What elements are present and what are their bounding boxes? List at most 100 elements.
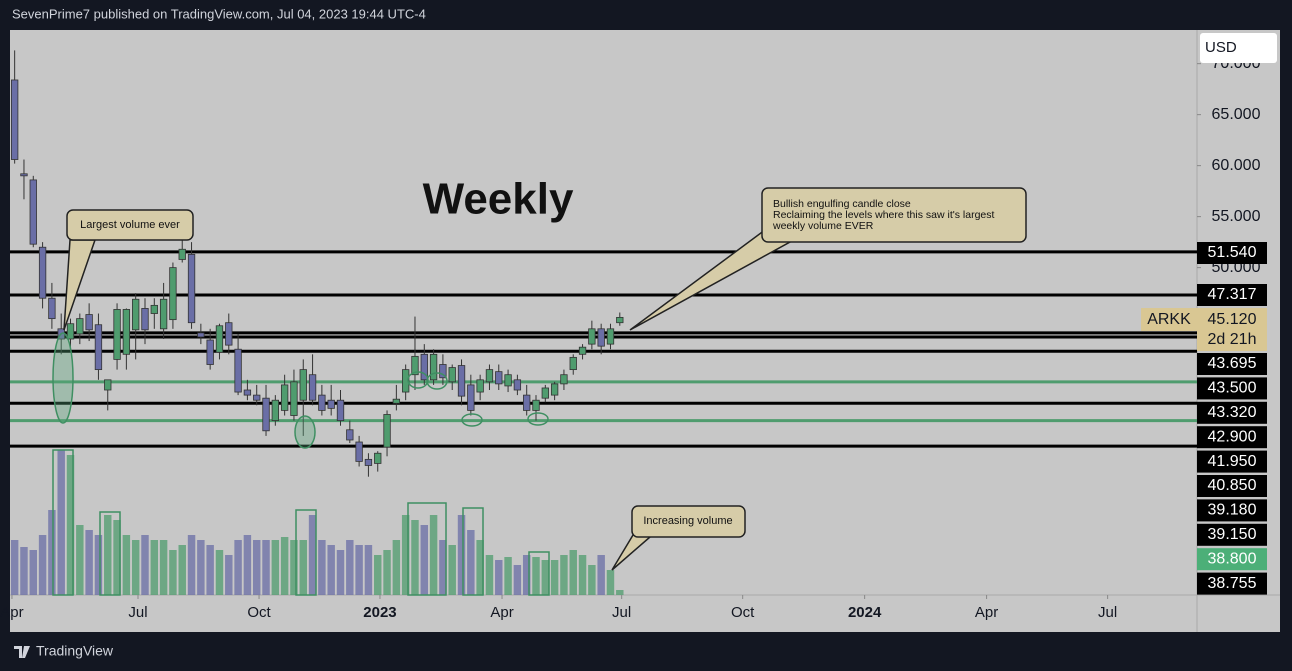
candle-body bbox=[402, 369, 410, 393]
volume-bar bbox=[597, 555, 605, 595]
price-label: 43.500 bbox=[1208, 380, 1257, 397]
candle-body bbox=[132, 298, 140, 331]
candle-body bbox=[485, 369, 494, 383]
highlight-ellipse bbox=[294, 415, 316, 449]
y-tick-label: 55.000 bbox=[1212, 208, 1261, 225]
candle-body bbox=[523, 394, 531, 411]
volume-bar bbox=[346, 540, 354, 595]
candle-body bbox=[290, 381, 298, 416]
price-label: 40.850 bbox=[1208, 477, 1257, 494]
candle-body bbox=[513, 379, 522, 391]
highlight-box bbox=[528, 551, 550, 596]
volume-bar bbox=[10, 540, 19, 595]
volume-bar bbox=[252, 540, 261, 595]
candle-body bbox=[150, 304, 158, 314]
last-price: 45.120 bbox=[1208, 311, 1257, 328]
price-label-bg bbox=[1197, 499, 1267, 522]
candle-body bbox=[159, 298, 168, 330]
symbol-tag: ARKK bbox=[1147, 311, 1191, 328]
x-tick-label: Apr bbox=[490, 604, 513, 621]
highlight-ellipse bbox=[426, 372, 448, 390]
candle-body bbox=[206, 339, 214, 365]
candle-body bbox=[597, 328, 605, 347]
candle-body bbox=[178, 248, 186, 260]
volume-bar bbox=[280, 537, 289, 595]
annotation: Bullish engulfing candle close bbox=[773, 198, 911, 210]
candle-body bbox=[578, 346, 587, 355]
volume-bar bbox=[159, 540, 168, 595]
candle-body bbox=[280, 384, 289, 411]
x-tick-label: Oct bbox=[247, 604, 271, 621]
volume-bar bbox=[327, 545, 335, 595]
candle-body bbox=[532, 399, 540, 411]
volume-bar bbox=[150, 540, 159, 595]
candle-body bbox=[588, 328, 596, 345]
price-label-bg bbox=[1197, 353, 1267, 375]
price-label-bg bbox=[1197, 426, 1267, 449]
volume-bar bbox=[318, 540, 326, 595]
volume-bar bbox=[495, 560, 503, 595]
candle-body bbox=[550, 383, 559, 396]
candle-body bbox=[48, 297, 56, 320]
price-label: 38.755 bbox=[1208, 575, 1257, 592]
highlight-ellipse bbox=[527, 412, 549, 426]
candle-body bbox=[122, 309, 131, 355]
currency-button[interactable] bbox=[1200, 33, 1277, 63]
candle-body bbox=[467, 384, 475, 411]
candle-body bbox=[346, 429, 354, 441]
price-label-bg bbox=[1197, 377, 1267, 400]
volume-bar bbox=[355, 545, 363, 595]
volume-bar bbox=[113, 520, 121, 595]
volume-bar bbox=[299, 540, 307, 595]
volume-bar bbox=[141, 535, 149, 595]
candle-body bbox=[234, 348, 242, 393]
volume-bar bbox=[606, 570, 615, 595]
volume-bar bbox=[206, 545, 214, 595]
price-label-bg bbox=[1197, 242, 1267, 264]
volume-bar bbox=[308, 515, 317, 595]
candle-body bbox=[336, 399, 345, 422]
candle-body bbox=[504, 374, 512, 387]
candle-body bbox=[327, 399, 335, 409]
header: SevenPrime7 published on TradingView.com… bbox=[12, 6, 426, 21]
candle-body bbox=[383, 414, 391, 448]
volume-bar bbox=[169, 550, 177, 595]
volume-bar bbox=[178, 545, 186, 595]
highlight-box bbox=[462, 507, 484, 596]
candle-body bbox=[541, 387, 549, 399]
logo bbox=[14, 646, 30, 658]
price-label: 39.180 bbox=[1208, 502, 1257, 519]
volume-bar bbox=[411, 520, 419, 595]
chart-title: Weekly bbox=[423, 175, 574, 224]
volume-bar bbox=[29, 550, 37, 595]
x-tick-label: Jul bbox=[1098, 604, 1117, 621]
volume-bar bbox=[234, 540, 242, 595]
price-label: 43.695 bbox=[1208, 355, 1257, 372]
price-label-bg bbox=[1197, 450, 1267, 473]
volume-bar bbox=[76, 525, 84, 595]
x-tick-label: 2023 bbox=[363, 604, 396, 621]
volume-bar bbox=[616, 590, 624, 595]
price-label-bg bbox=[1197, 284, 1267, 306]
candle-body bbox=[392, 398, 401, 404]
volume-bar bbox=[578, 555, 587, 595]
x-tick-label: Jul bbox=[612, 604, 631, 621]
volume-bar bbox=[550, 560, 559, 595]
highlight-ellipse bbox=[461, 413, 483, 427]
candle-body bbox=[262, 397, 270, 432]
volume-bar bbox=[131, 540, 140, 595]
candle-body bbox=[38, 246, 47, 299]
volume-bar bbox=[66, 455, 75, 595]
volume-bar bbox=[532, 557, 540, 595]
volume-bar bbox=[243, 535, 252, 595]
candle-body bbox=[271, 399, 279, 422]
candle-body bbox=[85, 314, 93, 331]
currency[interactable]: USD bbox=[1205, 39, 1237, 56]
volume-bar bbox=[94, 535, 103, 595]
callout-box bbox=[761, 187, 1027, 243]
candle-body bbox=[104, 379, 112, 391]
price-label: 39.150 bbox=[1208, 526, 1257, 543]
candle-body bbox=[374, 452, 382, 464]
